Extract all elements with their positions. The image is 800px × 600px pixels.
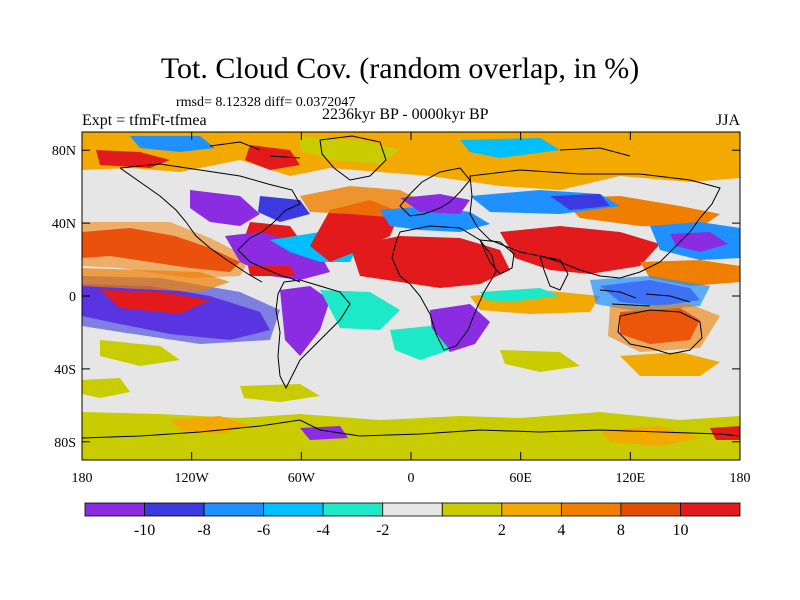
field-sa-purple (280, 286, 330, 356)
coastline-arctic-islands (209, 141, 631, 159)
y-tick-label: 80S (54, 436, 76, 451)
x-tick-label: 60E (509, 471, 532, 486)
field-australia-orange (608, 304, 720, 352)
field-ep-red (100, 290, 210, 314)
field-arctic-blue (130, 136, 215, 152)
colorbar-label: -10 (134, 522, 155, 539)
y-axis: 80N 40N 0 40S 80S (52, 144, 740, 451)
field-na-purple (190, 190, 260, 226)
colorbar-swatch (441, 502, 503, 517)
coastline-north-america-west (119, 167, 263, 283)
field-caribbean-red (248, 266, 296, 276)
field-na-blue (258, 196, 310, 222)
field-satl-cyan (390, 326, 450, 360)
coastline-europe (399, 167, 471, 217)
coastline-south-america (275, 279, 351, 390)
field-asia-blue-2 (550, 194, 610, 210)
coastline-arabia (479, 239, 515, 275)
field-ep-orange (82, 268, 230, 292)
colorbar-swatch (501, 502, 562, 517)
coastline-greenland (319, 135, 387, 181)
colorbar-swatch (84, 502, 145, 517)
colorbar: -10 -8 -6 -4 -2 2 4 8 10 (84, 502, 741, 539)
colorbar-swatch (680, 502, 741, 517)
field-npac-orange (82, 222, 250, 278)
colorbar-swatch (144, 502, 205, 517)
colorbar-swatch (322, 502, 384, 517)
stats-line: rmsd= 8.12328 diff= 0.0372047 (176, 95, 356, 110)
colorbar-swatch (560, 502, 622, 517)
field-so-orange-1 (620, 352, 720, 376)
x-tick-label: 180 (72, 471, 93, 486)
colorbar-label: -8 (197, 522, 210, 539)
experiment-label: Expt = tfmFt-tfmea (82, 112, 207, 129)
map-title: Tot. Cloud Cov. (random overlap, in %) (160, 52, 640, 85)
field-so-yellow-1 (100, 340, 180, 366)
season-label: JJA (716, 112, 741, 129)
coastline-australia (617, 309, 703, 355)
period-label: 2236kyr BP - 0000kyr BP (322, 106, 489, 123)
field-mediterranean-blue (380, 206, 490, 232)
colorbar-swatch (203, 502, 265, 517)
x-axis: 180 120W 60W 0 60E 120E 180 (72, 132, 751, 486)
x-tick-label: 180 (730, 471, 751, 486)
coastline-north-america (119, 163, 301, 283)
colorbar-label: -6 (257, 522, 270, 539)
x-tick-label: 60W (288, 471, 316, 486)
colorbar-label: -4 (317, 522, 330, 539)
y-tick-label: 80N (52, 144, 76, 159)
field-sahara-red (350, 236, 510, 288)
field-antarctic-purple (300, 426, 348, 440)
field-antarctic-yellow (82, 412, 740, 460)
coastline-indonesia (599, 289, 691, 307)
colorbar-swatch (263, 502, 324, 517)
y-tick-label: 40S (54, 363, 76, 378)
colorbar-label: -2 (376, 522, 389, 539)
field-central-america-purple (225, 232, 330, 280)
field-indian-cyan (480, 288, 560, 302)
field-arctic-positive (82, 132, 740, 190)
y-tick-label: 0 (69, 290, 76, 305)
x-tick-label: 120E (616, 471, 646, 486)
x-tick-label: 120W (175, 471, 210, 486)
field-arctic-blue-2 (460, 138, 560, 158)
colorbar-label: 2 (498, 522, 506, 539)
y-tick-label: 40N (52, 217, 76, 232)
field-so-yellow-2 (500, 350, 580, 372)
coastline-antarctica (82, 419, 740, 439)
field-so-yellow-3 (82, 378, 130, 398)
colorbar-label: 4 (557, 522, 565, 539)
colorbar-label: 10 (672, 522, 688, 539)
field-arctic-red-2 (96, 150, 170, 168)
field-asia-red (500, 226, 660, 274)
field-arctic-red (245, 145, 300, 170)
x-tick-label: 0 (408, 471, 415, 486)
colorbar-swatch (382, 502, 443, 517)
coastlines (82, 135, 740, 439)
colorbar-swatch (620, 502, 681, 517)
coastline-asia (469, 169, 721, 279)
map-field (82, 132, 740, 460)
colorbar-label: 8 (617, 522, 625, 539)
field-safrica-purple (430, 304, 490, 352)
field-so-yellow-4 (240, 384, 320, 402)
coastline-india (539, 255, 569, 291)
field-antarctic-red (710, 426, 740, 440)
